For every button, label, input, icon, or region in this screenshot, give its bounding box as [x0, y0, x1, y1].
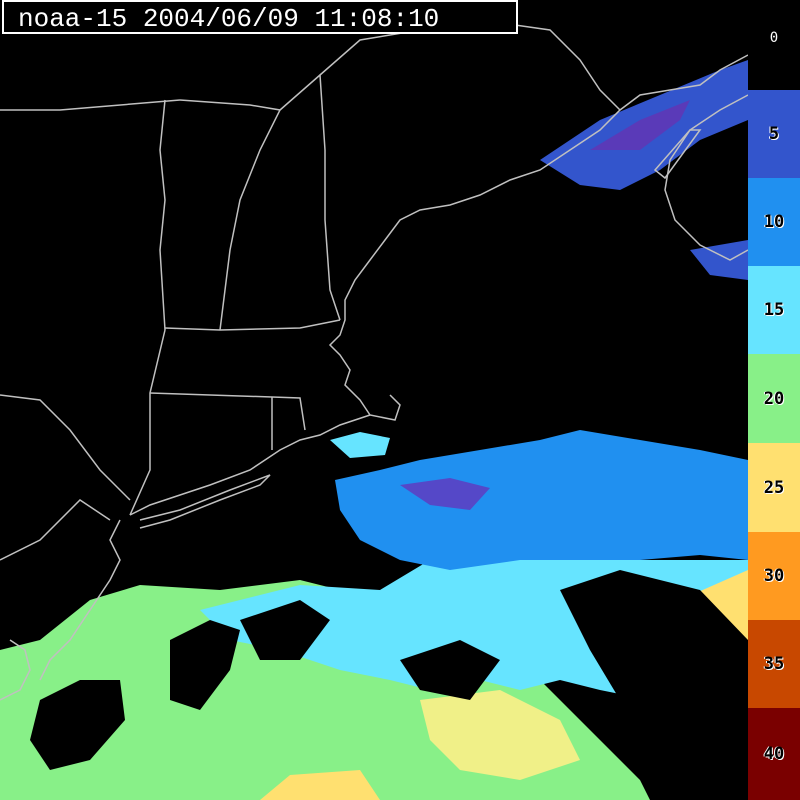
colorbar-segment-30: 30: [748, 532, 800, 620]
coastline-new-jersey: [39, 519, 121, 681]
coastline-fundy-island: [653, 129, 702, 180]
colorbar-segment-10: 10: [748, 178, 800, 266]
coastline-delmarva: [0, 639, 31, 701]
sea-surface-temperature-field: [0, 60, 748, 800]
border-ny-pa: [0, 394, 131, 501]
cloud-masks: [30, 570, 748, 800]
colorbar-segment-0: 0: [748, 30, 800, 90]
colorbar-label: 15: [763, 300, 785, 320]
colorbar-segment-20: 20: [748, 354, 800, 443]
coastline-maine: [328, 54, 749, 421]
coastline-southern-new-england: [129, 414, 371, 516]
colorbar-label: 0: [769, 30, 779, 46]
colorbar-label: 25: [763, 477, 785, 498]
sst-fundy-purple: [590, 100, 690, 150]
colorbar-label: 20: [763, 388, 785, 409]
colorbar-segment-5: 5: [748, 90, 800, 178]
border-pa-nj: [0, 499, 111, 561]
colorbar-label: 10: [763, 212, 785, 232]
coastline-nova-scotia: [664, 94, 749, 261]
temperature-colorbar: 0 5 10 15 20 25 30 35 40: [748, 30, 800, 800]
border-ny-ma: [129, 329, 166, 516]
colorbar-label: 30: [763, 566, 785, 586]
sst-blue-band: [335, 430, 748, 570]
coastlines-and-borders: [0, 19, 749, 701]
sst-cyan-nantucket: [330, 432, 390, 458]
sst-blue-east: [690, 240, 748, 280]
colorbar-segment-25: 25: [748, 443, 800, 532]
sst-purple-patch: [400, 478, 490, 510]
border-vt-nh: [179, 99, 282, 331]
colorbar-segment-40: 40: [748, 708, 800, 800]
border-ma-north: [164, 319, 341, 331]
colorbar-segment-15: 15: [748, 266, 800, 354]
border-nh-me: [279, 73, 341, 321]
sst-yellow-region: [420, 690, 580, 780]
colorbar-label: 5: [768, 124, 780, 144]
colorbar-label: 35: [763, 654, 785, 674]
border-ny-vt: [159, 99, 166, 331]
satellite-pass-title: noaa-15 2004/06/09 11:08:10: [2, 0, 518, 34]
sst-yellow-south: [260, 770, 380, 800]
border-ma-south: [149, 392, 306, 431]
colorbar-segment-35: 35: [748, 620, 800, 708]
coastline-long-island: [139, 474, 271, 529]
colorbar-label: 40: [763, 744, 785, 764]
